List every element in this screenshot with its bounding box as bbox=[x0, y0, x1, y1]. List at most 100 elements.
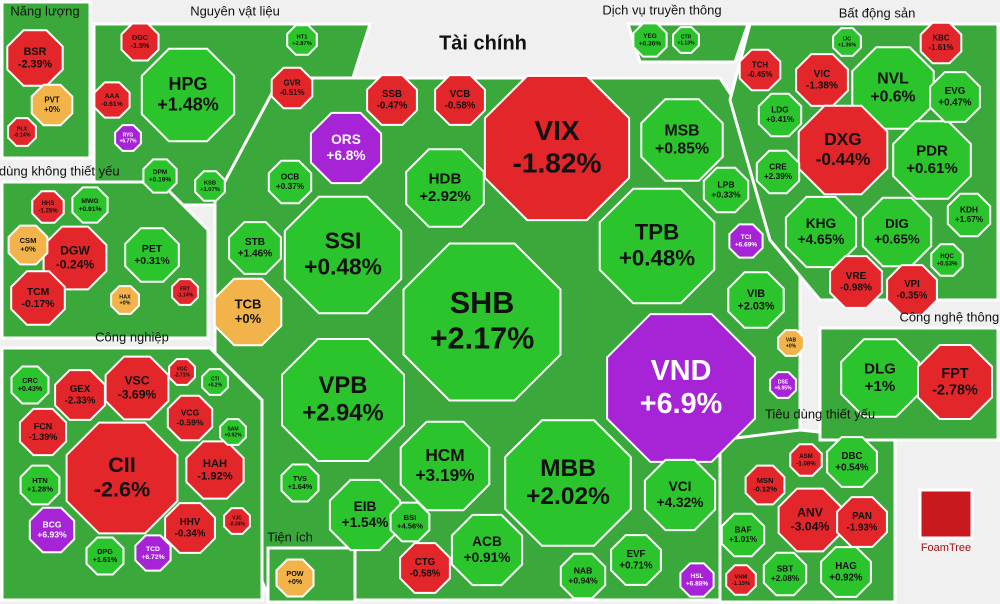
tile-shape bbox=[164, 502, 216, 554]
tile: AAA-0.61% bbox=[93, 81, 131, 119]
tile: PVT+0% bbox=[30, 83, 74, 127]
tile-name: BCG bbox=[42, 520, 61, 530]
tile: DBC+0.54% bbox=[826, 436, 878, 488]
tile-value: +0% bbox=[120, 301, 131, 307]
tile: VPB+2.94% bbox=[281, 338, 405, 462]
tile: BSI+4.56% bbox=[389, 501, 431, 543]
tile-name: AAA bbox=[105, 93, 120, 100]
tile: POW+0% bbox=[275, 558, 315, 598]
tile-value: +1.13% bbox=[677, 40, 695, 46]
tile-value: +6.95% bbox=[774, 385, 792, 391]
group-title: Tiêu dùng thiết yếu bbox=[765, 406, 875, 421]
tile: SHB+2.17% bbox=[402, 242, 562, 402]
tile-name: VRE bbox=[846, 271, 867, 282]
tile-value: +1.48% bbox=[157, 95, 219, 115]
tile-name: DGC bbox=[132, 33, 148, 42]
tile-value: +0.47% bbox=[938, 97, 972, 108]
tile-shape bbox=[201, 368, 229, 396]
tile-value: -0.17% bbox=[22, 299, 55, 310]
tile-shape bbox=[18, 407, 68, 457]
foamtree-logo: FoamTree bbox=[918, 488, 974, 554]
tile-shape bbox=[450, 513, 524, 587]
tile-value: +6.77% bbox=[119, 138, 137, 144]
tile-shape bbox=[270, 66, 314, 110]
tile-shape bbox=[610, 534, 662, 586]
tile: FPT-2.78% bbox=[917, 344, 993, 420]
tile-name: TCM bbox=[27, 287, 50, 298]
tile-value: +0.65% bbox=[874, 232, 920, 247]
tile: PDR+0.61% bbox=[892, 120, 972, 200]
tile-shape bbox=[7, 224, 49, 266]
tile-shape bbox=[213, 277, 283, 347]
tile-name: VIC bbox=[814, 69, 832, 80]
tile-name: SAM bbox=[227, 427, 238, 433]
tile-value: -1.25% bbox=[38, 207, 58, 214]
tile-value: -1.82% bbox=[512, 147, 601, 178]
tile: LPB+0.33% bbox=[702, 166, 750, 214]
tile-shape bbox=[10, 270, 66, 326]
tile: HTN+1.28% bbox=[19, 464, 61, 506]
tile-name: HHS bbox=[42, 200, 55, 207]
tile: SBT+2.08% bbox=[762, 551, 808, 597]
tile-name: IJC bbox=[843, 36, 851, 42]
tile-value: +0.53% bbox=[937, 260, 958, 267]
tile-value: +0.91% bbox=[464, 550, 511, 565]
tile-shape bbox=[71, 186, 109, 224]
tile-value: +0.92% bbox=[224, 432, 242, 438]
tile-name: DGW bbox=[60, 243, 90, 257]
tile: HPG+1.48% bbox=[140, 47, 236, 143]
tile: KSB+1.07% bbox=[194, 170, 226, 202]
tile: ANV-3.04% bbox=[777, 487, 843, 553]
tile-value: +0.41% bbox=[766, 114, 795, 124]
tile: RYG+6.77% bbox=[114, 124, 142, 152]
tile: VIB+2.03% bbox=[727, 271, 785, 329]
tile-name: MSB bbox=[664, 122, 699, 139]
tile-name: TVS bbox=[293, 474, 307, 483]
tile-name: TCH bbox=[752, 61, 769, 70]
tile-shape bbox=[142, 158, 178, 194]
tile-name: MBB bbox=[540, 455, 596, 482]
tile-value: +6.88% bbox=[686, 581, 708, 588]
tile: VAB+0% bbox=[777, 329, 805, 357]
tile-shape bbox=[399, 420, 491, 512]
tile-value: -3.04% bbox=[791, 520, 830, 534]
tile-name: SSI bbox=[325, 228, 362, 254]
tile-value: +0.2% bbox=[208, 382, 223, 388]
tile-value: +1.46% bbox=[238, 249, 273, 260]
tile-name: SHB bbox=[450, 286, 515, 320]
group-title: Tiêu dùng không thiết yếu bbox=[0, 163, 120, 178]
tile-name: HPG bbox=[168, 74, 207, 94]
tile-name: CTG bbox=[415, 557, 435, 568]
tile-name: CII bbox=[108, 452, 136, 477]
tile: MSB +0.85% bbox=[640, 98, 724, 182]
tile-shape bbox=[702, 166, 750, 214]
tile-value: +0% bbox=[288, 577, 303, 586]
tile-shape bbox=[892, 120, 972, 200]
tile-name: VIX bbox=[534, 115, 580, 146]
tile-shape bbox=[744, 464, 786, 506]
tile-value: +0% bbox=[44, 105, 60, 114]
tile-name: PET bbox=[142, 244, 163, 255]
tile-name: VAB bbox=[786, 338, 797, 344]
tile-value: -0.14% bbox=[13, 133, 30, 139]
tile-value: +0.43% bbox=[18, 384, 43, 393]
tile-shape bbox=[366, 74, 418, 126]
tile: FCN-1.39% bbox=[18, 407, 68, 457]
tile-name: NAB bbox=[574, 566, 593, 576]
group-title: Công nghiệp bbox=[95, 329, 169, 344]
tile-name: VSC bbox=[124, 373, 149, 387]
tile-shape bbox=[917, 344, 993, 420]
tile-shape bbox=[672, 26, 700, 54]
tile-shape bbox=[755, 149, 801, 195]
group-title: Năng lượng bbox=[10, 3, 79, 18]
tile-value: -3.69% bbox=[118, 388, 157, 402]
tile: IJC+1.36% bbox=[832, 27, 862, 57]
tile-value: -2.78% bbox=[932, 382, 978, 398]
tile: MWG+0.91% bbox=[71, 186, 109, 224]
tile-shape bbox=[826, 436, 878, 488]
tile-shape bbox=[399, 542, 451, 594]
tile-value: +0.48% bbox=[619, 245, 695, 270]
tile-value: -0.59% bbox=[176, 417, 204, 427]
tile-shape bbox=[168, 358, 196, 386]
tile-value: -2.39% bbox=[18, 58, 53, 70]
